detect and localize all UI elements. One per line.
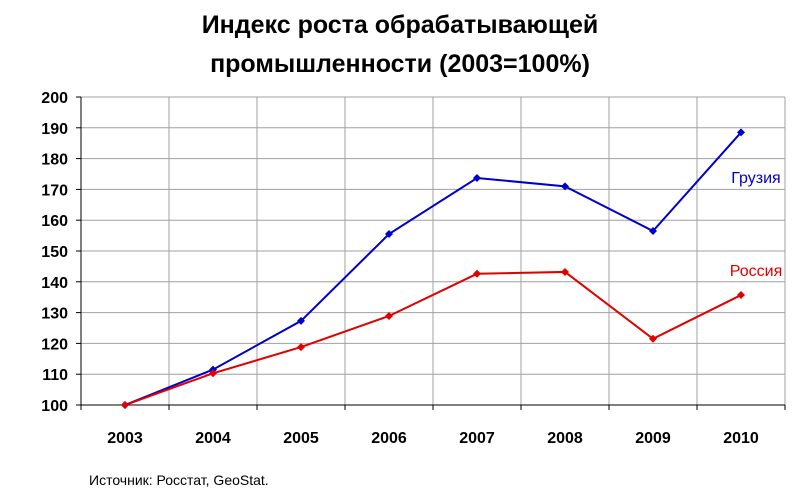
series-line — [124, 131, 742, 406]
data-point — [737, 291, 745, 300]
chart-title: Индекс роста обрабатывающей промышленнос… — [0, 6, 800, 84]
series-line — [124, 270, 742, 406]
y-tick-label: 190 — [41, 121, 68, 138]
y-tick-label: 170 — [41, 182, 68, 199]
series-label: Россия — [730, 263, 782, 280]
y-tick-label: 130 — [41, 306, 68, 323]
data-point — [649, 334, 657, 343]
data-point — [121, 401, 129, 409]
data-point — [473, 269, 481, 278]
data-point — [209, 369, 217, 378]
y-tick-label: 110 — [42, 367, 68, 384]
y-tick-label: 140 — [41, 275, 68, 292]
data-point — [561, 182, 569, 191]
data-point — [737, 128, 745, 137]
x-tick-label: 2005 — [283, 430, 319, 447]
series-label: Грузия — [731, 170, 780, 187]
y-tick-label: 120 — [41, 336, 68, 353]
data-point — [297, 316, 305, 325]
x-tick-label: 2009 — [635, 430, 671, 447]
y-tick-label: 180 — [41, 152, 68, 169]
y-tick-label: 100 — [41, 398, 68, 415]
x-tick-label: 2010 — [723, 430, 759, 447]
x-tick-label: 2004 — [195, 430, 231, 447]
x-tick-label: 2008 — [547, 430, 583, 447]
x-tick-label: 2006 — [371, 430, 407, 447]
source-note: Источник: Росстат, GeoStat. — [89, 472, 269, 488]
data-point — [561, 267, 569, 276]
data-point — [297, 343, 305, 352]
y-tick-label: 160 — [41, 213, 68, 230]
data-point — [385, 311, 393, 320]
x-tick-label: 2003 — [107, 430, 143, 447]
y-tick-label: 200 — [41, 90, 68, 107]
x-tick-label: 2007 — [459, 430, 495, 447]
data-point — [473, 174, 481, 183]
data-point — [649, 226, 657, 235]
y-tick-label: 150 — [41, 244, 68, 261]
chart-title-line-1: Индекс роста обрабатывающей — [201, 11, 599, 39]
data-point — [385, 230, 393, 239]
chart-title-line-2: промышленности (2003=100%) — [210, 50, 590, 78]
